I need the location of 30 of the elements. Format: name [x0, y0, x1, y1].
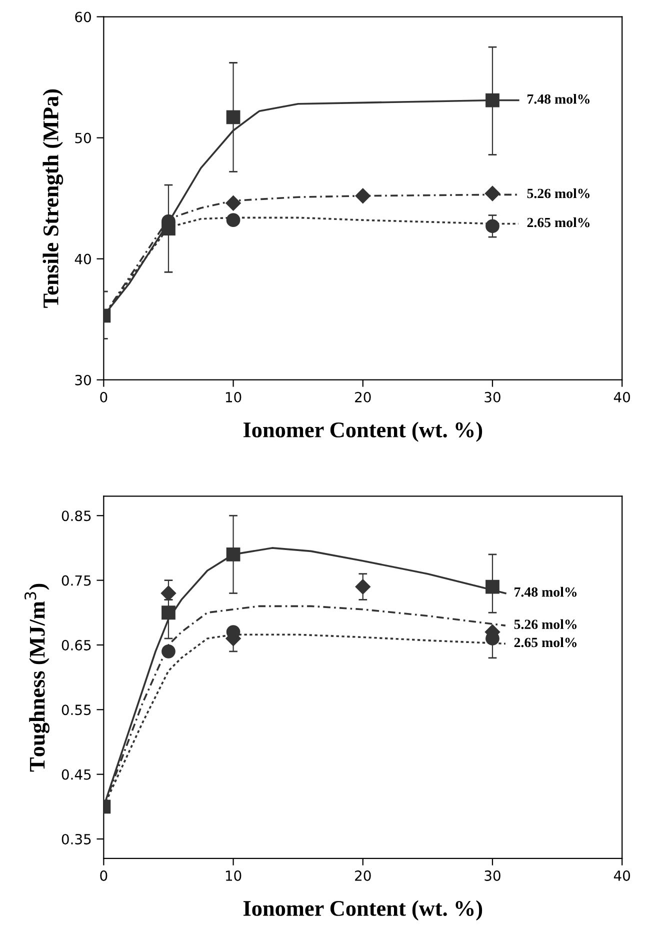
x-tick-label: 30 — [484, 392, 500, 402]
x-tick-label: 40 — [614, 870, 630, 881]
x-tick-label: 20 — [355, 392, 371, 402]
series-label: 7.48 mol% — [514, 586, 577, 597]
y-tick-label: 0.55 — [62, 704, 91, 716]
y-tick-label: 0.45 — [62, 769, 91, 780]
x-axis-title: Ionomer Content (wt. %) — [243, 422, 482, 442]
series-label: 2.65 mol% — [527, 217, 590, 228]
y-tick-label: 0.85 — [62, 510, 91, 522]
x-tick-label: 10 — [226, 392, 242, 402]
x-tick-label: 40 — [614, 392, 630, 402]
x-tick-label: 0 — [100, 870, 108, 881]
x-tick-label: 0 — [100, 392, 108, 402]
y-tick-label: 50 — [75, 132, 91, 144]
y-tick-label: 0.35 — [62, 834, 91, 844]
y-tick-label: 40 — [74, 254, 91, 264]
x-axis-title: Ionomer Content (wt. %) — [243, 900, 482, 920]
series-label: 5.26 mol% — [527, 188, 590, 198]
y-axis-title: Toughness (MJ/m$^{3}$) — [24, 584, 50, 772]
y-tick-label: 0.65 — [62, 640, 91, 650]
y-axis-title: Tensile Strength (MPa) — [42, 89, 64, 308]
series-label: 7.48 mol% — [528, 94, 590, 104]
series-label: 5.26 mol% — [514, 619, 577, 630]
x-tick-label: 20 — [355, 870, 371, 881]
x-tick-label: 10 — [226, 870, 242, 881]
series-label: 2.65 mol% — [514, 637, 577, 648]
y-tick-label: 0.75 — [62, 575, 91, 586]
x-tick-label: 30 — [484, 870, 500, 881]
y-tick-label: 30 — [75, 374, 91, 386]
y-tick-label: 60 — [75, 12, 91, 22]
